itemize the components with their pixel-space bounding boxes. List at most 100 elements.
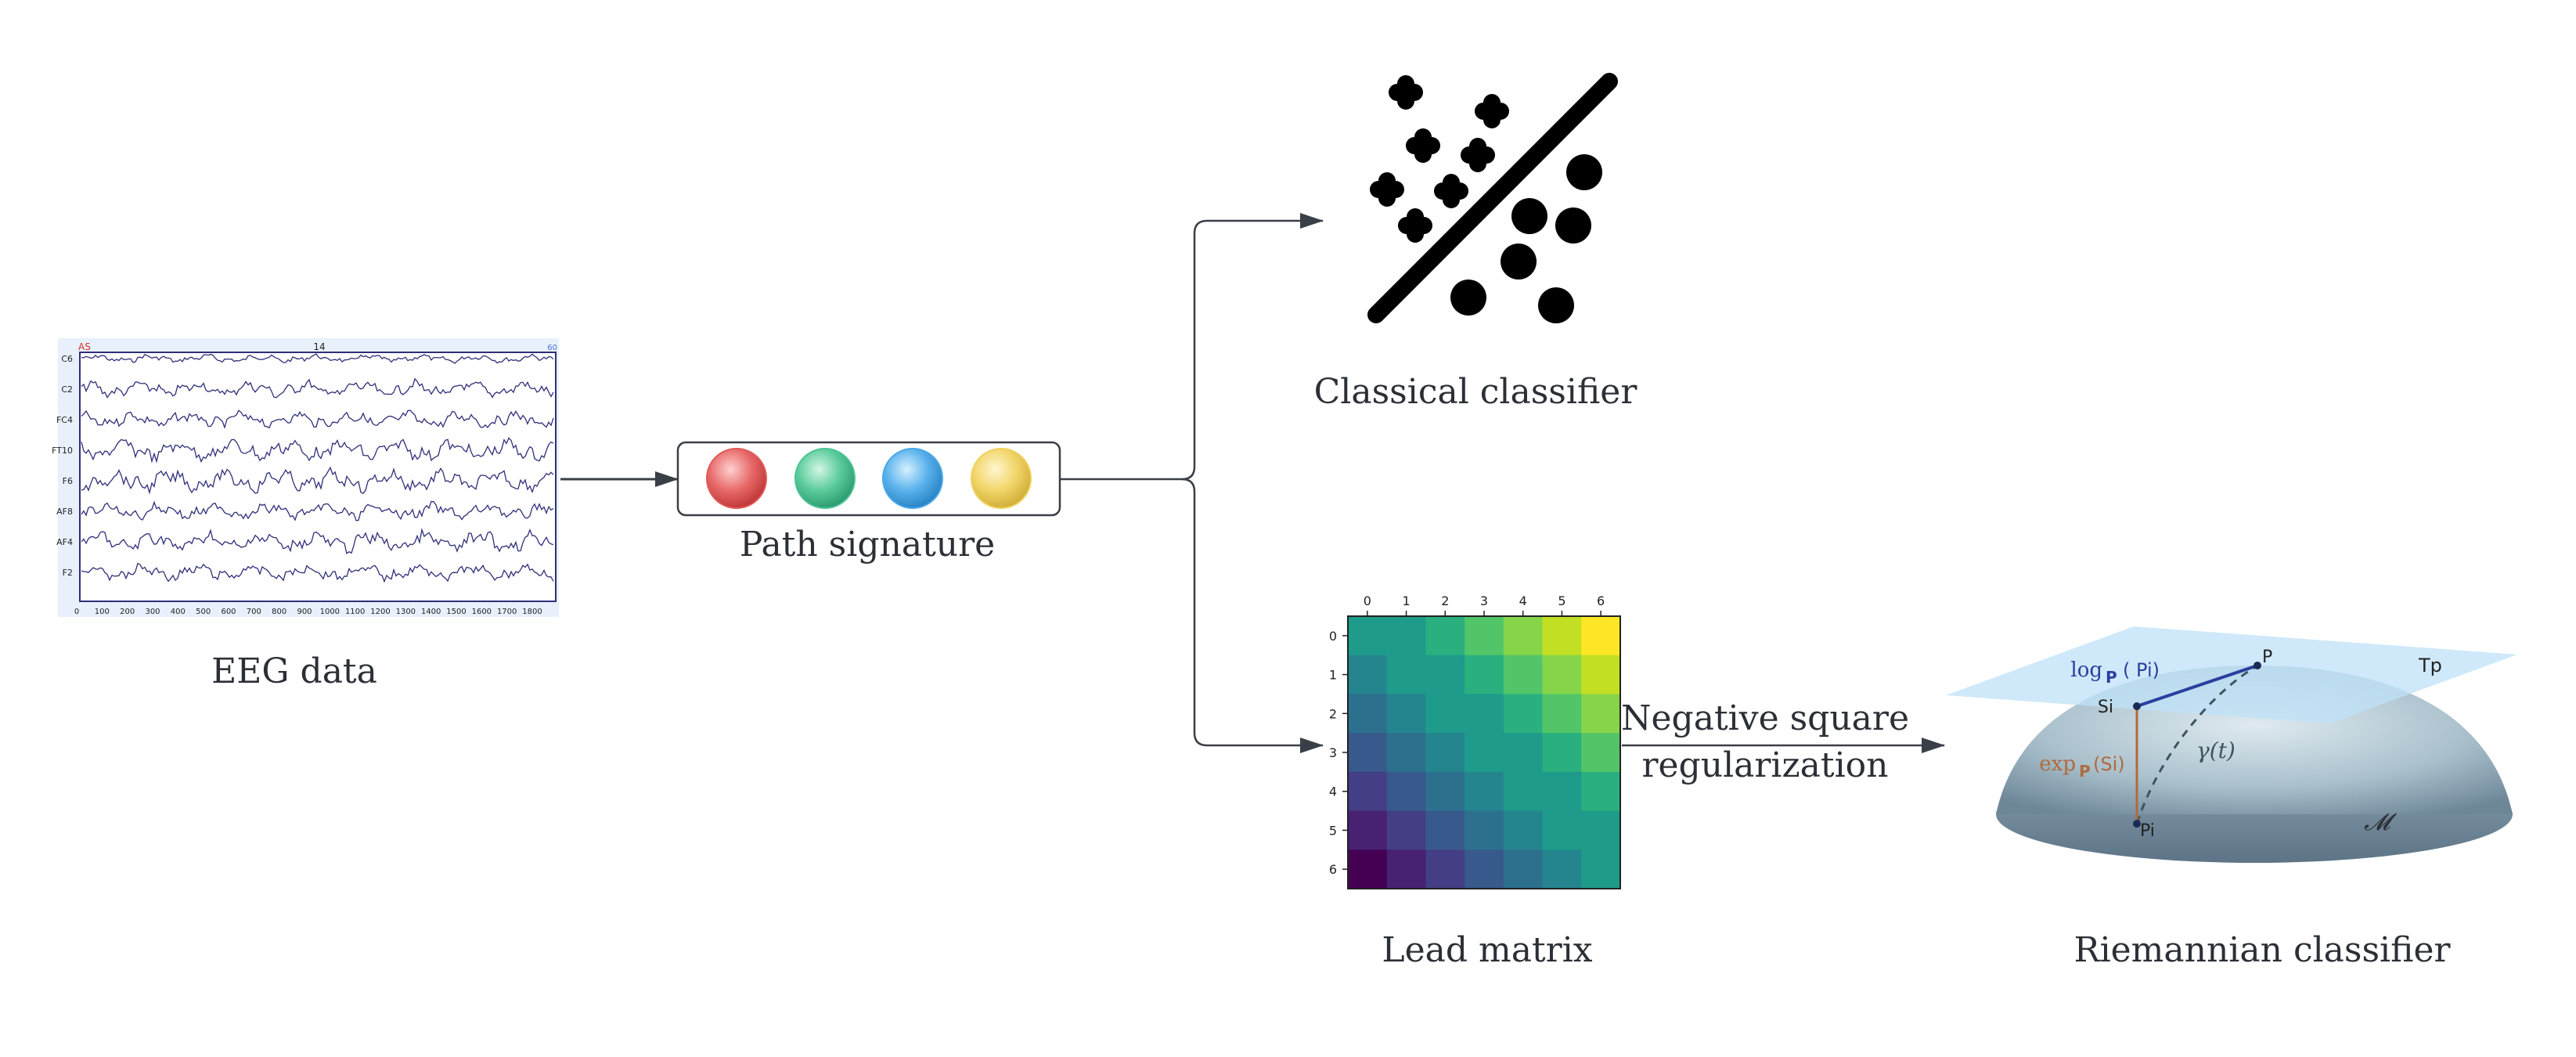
lead-matrix-row-label: 6 <box>1329 862 1337 877</box>
log-vector <box>2136 664 2258 708</box>
path-signature-box <box>676 441 1061 517</box>
eeg-channel-label: AF4 <box>56 537 73 547</box>
arrow-to-lead-matrix <box>1181 478 1324 753</box>
gamma-label: γ(t) <box>2196 738 2236 763</box>
lead-matrix-cell <box>1465 810 1504 850</box>
geodesic-curve <box>2135 662 2261 824</box>
eeg-traces <box>81 353 554 583</box>
lead-matrix-cell <box>1503 850 1544 889</box>
eeg-x-tick-label: 1200 <box>370 608 390 616</box>
lead-matrix-cell <box>1465 771 1504 812</box>
eeg-plot-area <box>79 352 557 602</box>
lead-matrix-cell <box>1386 771 1426 812</box>
lead-matrix-cells <box>1348 616 1621 889</box>
classical-classifier-icon <box>1367 73 1618 323</box>
log-argument: ( Pi) <box>2123 659 2160 681</box>
lead-matrix-row-label: 4 <box>1329 785 1337 799</box>
path-signature-label: Path signature <box>740 525 995 565</box>
clover-point <box>1406 128 1440 163</box>
eeg-x-tick-label: 1000 <box>320 608 340 616</box>
point-si-label: Si <box>2098 698 2113 717</box>
exp-map-label: exp P (Si) <box>2039 752 2124 781</box>
lead-matrix-cell <box>1465 655 1504 694</box>
lead-matrix-cell <box>1386 733 1426 773</box>
riemannian-classifier-label: Riemannian classifier <box>2073 930 2451 970</box>
lead-matrix-cell <box>1581 771 1621 812</box>
lead-matrix-cell <box>1386 694 1426 734</box>
circle-point <box>1511 198 1547 234</box>
lead-matrix-row-label: 0 <box>1329 629 1337 644</box>
exp-label: exp <box>2039 752 2076 776</box>
lead-matrix-row-label: 1 <box>1329 668 1337 683</box>
lead-matrix-cell <box>1465 694 1504 734</box>
riemannian-manifold-illustration: P Si Pi Tp 𝓜 γ(t) log P ( Pi) exp P (Si) <box>1946 626 2517 863</box>
tangent-plane-label: Tp <box>2418 655 2442 676</box>
lead-matrix-cell <box>1348 694 1388 734</box>
clover-point <box>1461 138 1495 172</box>
arrow-to-classical <box>1060 213 1324 481</box>
lead-matrix-col-label: 3 <box>1480 593 1488 608</box>
lead-matrix-cell <box>1348 771 1388 812</box>
lead-matrix-cell <box>1465 850 1504 889</box>
lead-matrix-cell <box>1542 616 1582 656</box>
eeg-trace-line <box>81 562 554 583</box>
lead-matrix-cell <box>1348 850 1388 889</box>
lead-matrix-col-label: 4 <box>1519 593 1527 608</box>
eeg-x-tick-label: 1700 <box>497 608 517 616</box>
eeg-x-tick-label: 100 <box>95 608 110 616</box>
eeg-top-right-mark: 60 <box>547 344 557 352</box>
lead-matrix-cell <box>1581 616 1621 656</box>
lead-matrix-col-label: 1 <box>1402 593 1410 608</box>
negative-square-label-line1: Negative square <box>1621 698 1909 738</box>
eeg-x-tick-label: 300 <box>145 608 160 616</box>
eeg-x-tick-label: 1500 <box>446 608 466 616</box>
lead-matrix-cell <box>1465 733 1504 773</box>
cluster-clover-points <box>1370 75 1509 243</box>
point-p-dot <box>2254 662 2261 669</box>
lead-matrix-cell <box>1386 850 1426 889</box>
lead-matrix-cell <box>1425 616 1465 656</box>
lead-matrix-cell <box>1503 810 1544 850</box>
lead-matrix-cell <box>1581 694 1621 734</box>
lead-matrix-cell <box>1425 810 1465 850</box>
clover-point <box>1475 94 1509 128</box>
lead-matrix-cell <box>1503 694 1544 734</box>
circle-point <box>1538 287 1574 323</box>
lead-matrix-cell <box>1465 616 1504 656</box>
lead-matrix-heatmap: 0 1 2 3 4 5 6 0 1 2 3 4 5 6 <box>1329 593 1621 889</box>
log-label: log <box>2070 658 2102 682</box>
eeg-channel-label: FC4 <box>56 415 73 425</box>
eeg-x-tick-label: 200 <box>120 608 135 616</box>
lead-matrix-cell <box>1386 810 1426 850</box>
circle-point <box>1566 154 1602 190</box>
eeg-trace-line <box>81 466 554 495</box>
lead-matrix-cell <box>1542 694 1582 734</box>
lead-matrix-cell <box>1503 733 1544 773</box>
eeg-x-tick-label: 1400 <box>421 608 441 616</box>
lead-matrix-cell <box>1542 850 1582 889</box>
lead-matrix-cell <box>1425 771 1465 812</box>
exp-subscript: P <box>2079 762 2091 781</box>
eeg-x-axis-ticks: 0 100 200 300 400 500 600 700 800 900 1000 1100 1200… <box>74 608 542 616</box>
lead-matrix-cell <box>1542 771 1582 812</box>
lead-matrix-col-label: 0 <box>1364 593 1371 608</box>
cluster-circle-points <box>1450 154 1602 323</box>
classical-classifier-label: Classical classifier <box>1314 372 1638 412</box>
lead-matrix-cell <box>1348 810 1388 850</box>
lead-matrix-cell <box>1386 616 1426 656</box>
lead-matrix-col-label: 2 <box>1441 593 1449 608</box>
clover-point <box>1398 208 1432 243</box>
lead-matrix-cell <box>1542 655 1582 694</box>
eeg-trace-line <box>81 500 554 521</box>
eeg-x-tick-label: 1800 <box>522 608 542 616</box>
signature-dot-red <box>706 448 767 509</box>
lead-matrix-row-label: 5 <box>1329 823 1337 838</box>
log-map-label: log P ( Pi) <box>2070 658 2160 687</box>
eeg-channel-label: F6 <box>63 476 73 486</box>
negative-square-label-line2: regularization <box>1642 745 1889 785</box>
eeg-channel-label: F2 <box>63 568 73 578</box>
lead-matrix-cell <box>1425 850 1465 889</box>
eeg-data-label: EEG data <box>211 651 377 691</box>
clover-point <box>1434 174 1468 208</box>
